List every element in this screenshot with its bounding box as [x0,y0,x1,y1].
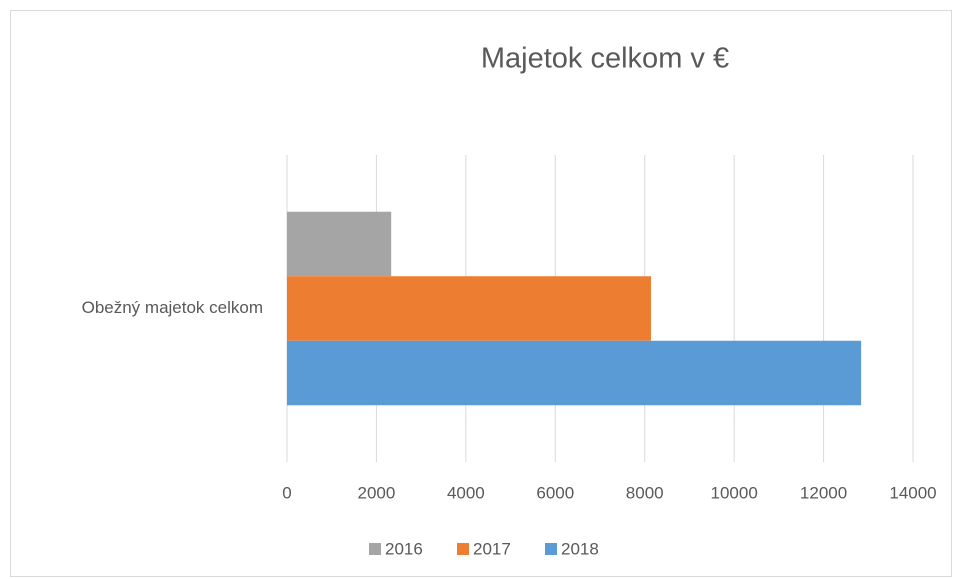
bar [287,276,651,341]
legend-label: 2018 [561,539,599,558]
x-tick-label: 10000 [711,483,758,502]
x-tick-label: 14000 [889,483,936,502]
bar [287,211,392,277]
x-tick-label: 4000 [447,483,485,502]
legend-swatch [369,543,381,555]
chart-title: Majetok celkom v € [481,43,729,75]
x-tick-label: 0 [282,483,291,502]
x-tick-label: 2000 [358,483,396,502]
x-tick-label: 8000 [626,483,664,502]
x-tick-label: 12000 [800,483,847,502]
y-tick-label: Obežný majetok celkom [82,298,263,317]
x-tick-label: 6000 [536,483,574,502]
legend-label: 2016 [385,539,423,558]
legend-swatch [457,543,469,555]
legend-label: 2017 [473,539,511,558]
bar [287,340,862,406]
legend-swatch [545,543,557,555]
